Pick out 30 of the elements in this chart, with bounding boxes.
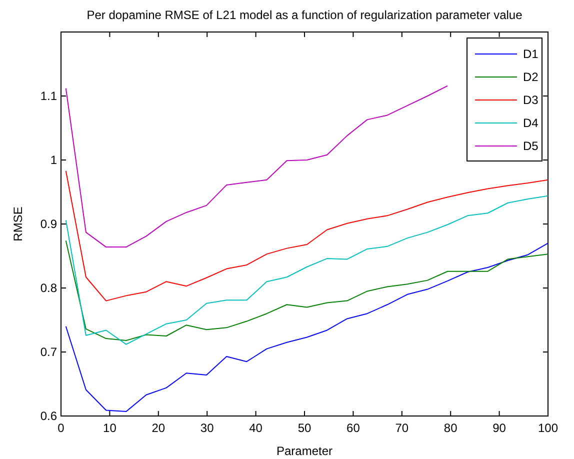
legend-label: D4 xyxy=(523,116,539,130)
line-series xyxy=(65,242,548,412)
line-series xyxy=(65,170,548,302)
x-tick-label: 50 xyxy=(298,421,312,435)
x-tick-label: 90 xyxy=(492,421,506,435)
x-tick-label: 30 xyxy=(200,421,214,435)
legend-label: D2 xyxy=(523,70,539,84)
line-series xyxy=(65,240,548,341)
legend-label: D5 xyxy=(523,139,539,154)
y-tick-label: 0.7 xyxy=(40,345,58,360)
legend-label: D1 xyxy=(523,47,539,62)
chart-title: Per dopamine RMSE of L21 model as a function of regularization parameter value xyxy=(86,8,523,22)
y-tick-label: 0.8 xyxy=(40,281,58,296)
line-series xyxy=(65,85,448,248)
x-tick-label: 20 xyxy=(152,421,166,435)
y-tick-label: 1 xyxy=(50,153,58,168)
x-tick-label: 0 xyxy=(58,421,65,435)
x-axis-title: Parameter xyxy=(276,444,333,458)
x-tick-label: 80 xyxy=(444,421,458,435)
x-tick-label: 70 xyxy=(395,421,409,435)
y-tick-label: 0.9 xyxy=(40,217,58,232)
x-tick-label: 40 xyxy=(249,421,263,435)
y-axis-title: RMSE xyxy=(11,206,25,242)
y-tick-label: 0.6 xyxy=(40,409,58,424)
line-series xyxy=(65,195,548,345)
x-tick-label: 100 xyxy=(538,421,558,435)
y-tick-label: 1.1 xyxy=(40,89,58,104)
legend-label: D3 xyxy=(523,93,539,108)
x-tick-label: 60 xyxy=(346,421,360,435)
x-tick-label: 10 xyxy=(103,421,117,435)
